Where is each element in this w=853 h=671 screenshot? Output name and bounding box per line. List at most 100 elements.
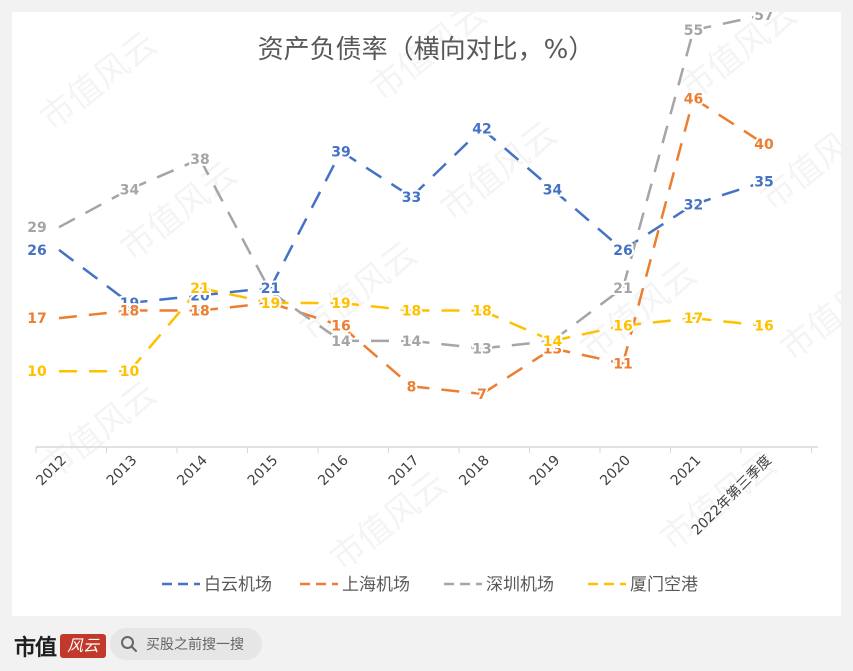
watermark-text: 市值风云 — [293, 234, 425, 349]
data-label: 10 — [120, 364, 140, 380]
data-label: 10 — [27, 364, 47, 380]
data-label: 8 — [407, 379, 417, 395]
data-label: 17 — [684, 311, 703, 327]
x-tick-label: 2014 — [174, 452, 211, 489]
series-line — [58, 97, 765, 396]
search-box[interactable]: 买股之前搜一搜 — [110, 628, 262, 660]
data-label: 19 — [331, 296, 350, 312]
data-label: 55 — [684, 23, 703, 39]
data-label: 18 — [402, 304, 421, 320]
watermark-text: 市值风云 — [433, 114, 565, 229]
x-tick-label: 2015 — [245, 453, 282, 490]
data-label: 13 — [543, 341, 562, 357]
series-segment — [622, 316, 694, 327]
data-label: 14 — [331, 334, 351, 350]
series-segment — [199, 286, 271, 305]
series-segment — [481, 309, 553, 343]
data-label: 16 — [754, 319, 773, 335]
search-placeholder: 买股之前搜一搜 — [146, 637, 244, 653]
chart-title: 资产负债率（横向对比，%） — [258, 35, 595, 65]
series-segment — [58, 309, 130, 320]
x-axis-ticks — [35, 447, 812, 453]
series-segment — [621, 29, 695, 289]
x-tick-label: 2013 — [104, 453, 141, 490]
data-label: 33 — [402, 190, 421, 206]
data-label: 20 — [190, 288, 210, 304]
data-label: 19 — [120, 296, 139, 312]
series-segment — [410, 127, 483, 198]
data-label: 14 — [543, 334, 563, 350]
series-segment — [551, 188, 624, 251]
legend-label: 上海机场 — [342, 575, 410, 595]
series-segment — [552, 324, 624, 343]
data-label: 16 — [613, 319, 632, 335]
data-label: 18 — [472, 304, 491, 320]
legend-label: 白云机场 — [204, 575, 272, 595]
data-label: 14 — [402, 334, 422, 350]
data-label: 26 — [613, 243, 632, 259]
series-segment — [551, 286, 624, 342]
data-label: 39 — [331, 144, 350, 160]
data-label: 26 — [27, 243, 46, 259]
series-segment — [552, 347, 624, 365]
series-segment — [58, 188, 131, 229]
legend: 白云机场 上海机场 深圳机场 厦门空港 — [162, 575, 698, 595]
data-label: 17 — [27, 311, 46, 327]
series-segment — [481, 347, 554, 395]
series-segment — [58, 248, 131, 304]
chart-card: 市值风云 市值风云 市值风云 市值风云 市值风云 市值风云 市值风云 市值风云 市值风云 市值风云… — [12, 12, 841, 616]
series-segment — [340, 301, 412, 312]
x-tick-label: 2019 — [527, 453, 564, 490]
watermark-text: 市值风云 — [753, 104, 841, 219]
data-label: 29 — [27, 220, 46, 236]
watermark-text: 市值风云 — [773, 254, 841, 369]
series-segment — [693, 13, 765, 32]
series-segment — [481, 339, 553, 350]
x-tick-label: 2020 — [597, 453, 634, 490]
data-label: 42 — [472, 122, 491, 138]
data-label: 35 — [754, 175, 773, 191]
series-segment — [129, 157, 201, 191]
series-line — [59, 286, 765, 373]
legend-label: 厦门空港 — [630, 575, 698, 595]
data-label: 14 — [543, 334, 563, 350]
series-segment — [692, 97, 765, 145]
legend-label: 深圳机场 — [486, 575, 554, 595]
series-segment — [481, 127, 554, 191]
series-segment — [340, 324, 413, 388]
data-label: 18 — [190, 304, 209, 320]
data-label: 34 — [120, 182, 140, 198]
data-label: 21 — [261, 281, 280, 297]
data-label: 13 — [472, 341, 491, 357]
brand-logo[interactable]: 市值 风云 — [14, 632, 107, 661]
series-segment — [340, 150, 413, 198]
logo-text: 市值 — [14, 635, 57, 661]
data-label: 34 — [543, 182, 563, 198]
series-line — [58, 127, 765, 305]
series-lines — [58, 13, 765, 396]
search-icon — [121, 636, 137, 652]
data-label: 21 — [613, 281, 632, 297]
logo-mark: 风云 — [60, 634, 107, 658]
watermark-text: 市值风云 — [113, 154, 245, 269]
series-segment — [129, 294, 201, 305]
series-line — [58, 13, 765, 350]
watermark-text: 市值风云 — [33, 24, 165, 139]
series-segment — [621, 97, 695, 364]
series-segment — [199, 301, 271, 312]
x-tick-label: 2021 — [668, 453, 705, 490]
data-label: 16 — [331, 319, 350, 335]
data-label: 19 — [261, 296, 280, 312]
x-tick-label: 2018 — [456, 453, 493, 490]
series-segment — [411, 339, 483, 350]
data-label: 19 — [261, 296, 280, 312]
series-segment — [269, 290, 342, 342]
data-label: 7 — [477, 387, 487, 403]
footer-bar: 市值 风云 买股之前搜一搜 — [0, 616, 853, 671]
series-segment — [269, 150, 343, 289]
data-label: 32 — [684, 197, 703, 213]
